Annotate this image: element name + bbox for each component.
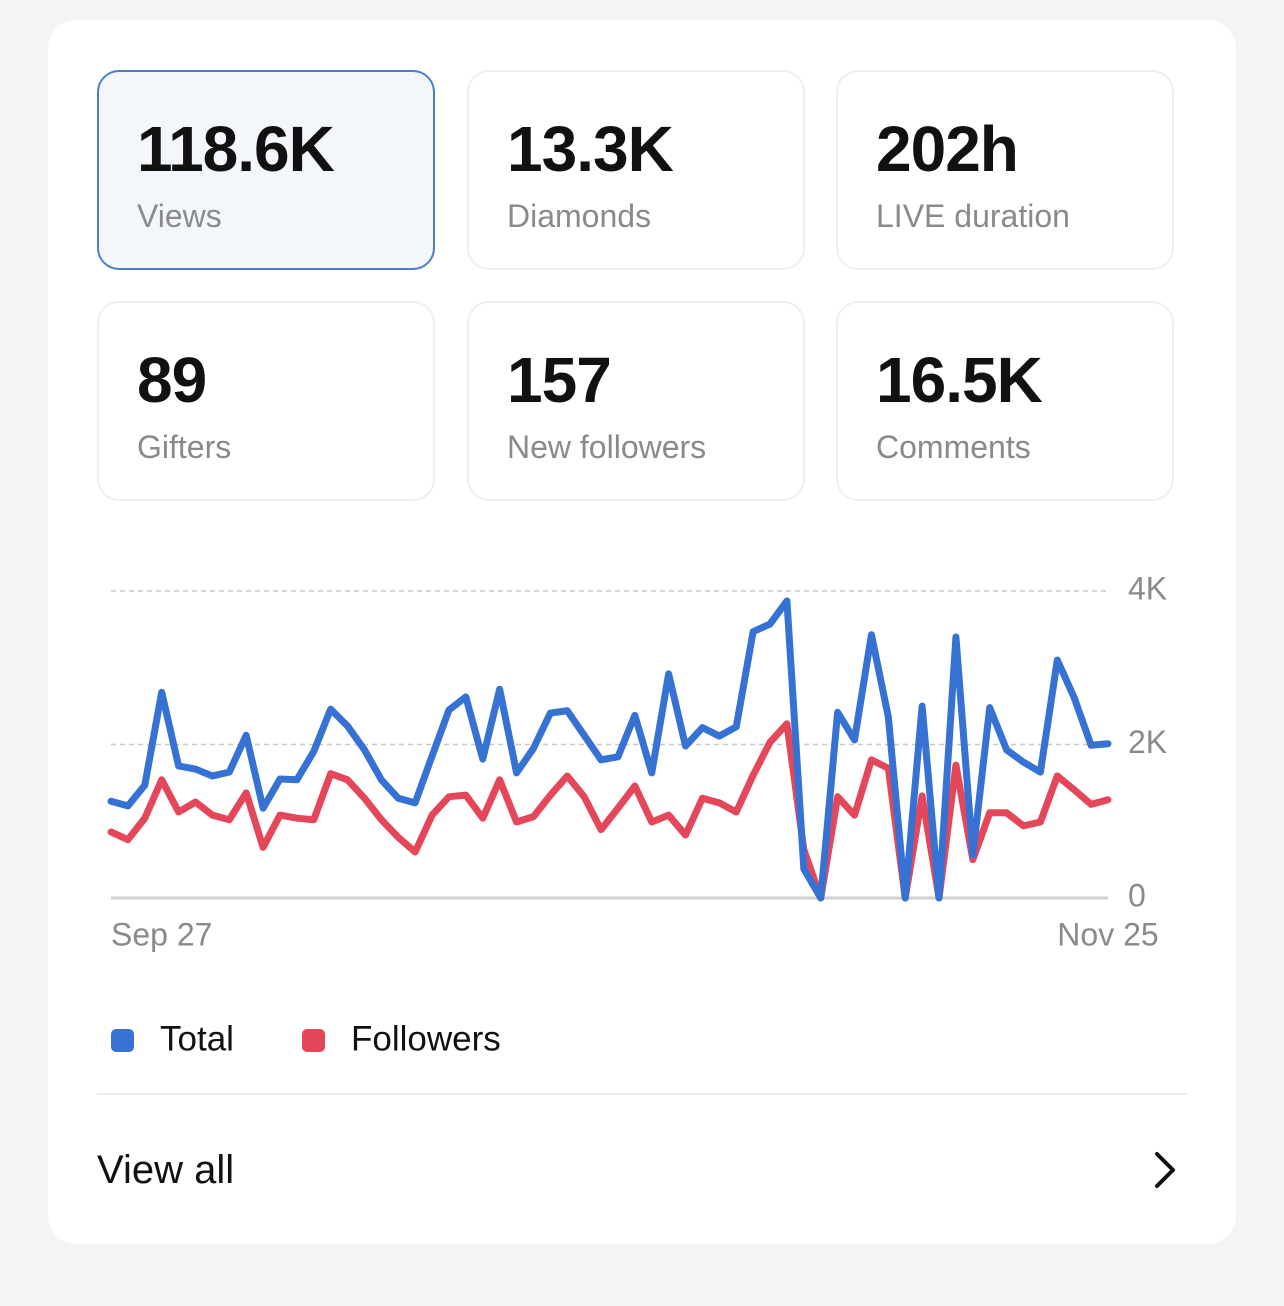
stat-label: Diamonds: [507, 198, 652, 234]
stat-label: New followers: [507, 429, 707, 465]
stat-value: 89: [137, 344, 207, 416]
stat-label: Comments: [876, 429, 1031, 465]
view-all-link[interactable]: View all: [97, 1148, 235, 1192]
stat-card[interactable]: 89 Gifters: [97, 301, 435, 501]
series-line: [107, 597, 1112, 902]
stat-value: 16.5K: [876, 344, 1043, 416]
y-tick-label: 4K: [1128, 570, 1167, 606]
stat-label: LIVE duration: [876, 198, 1070, 234]
stat-card[interactable]: 13.3K Diamonds: [467, 70, 805, 270]
stat-card[interactable]: 157 New followers: [467, 301, 805, 501]
stat-value: 157: [507, 344, 612, 416]
legend-swatch: [302, 1029, 325, 1052]
y-tick-label: 0: [1128, 877, 1146, 913]
series-line: [107, 720, 1112, 902]
legend-label: Followers: [351, 1019, 501, 1058]
stat-label: Views: [137, 198, 222, 234]
x-tick-label: Nov 25: [1057, 916, 1158, 952]
legend-swatch: [111, 1029, 134, 1052]
stat-value: 13.3K: [507, 113, 674, 185]
stat-value: 202h: [876, 113, 1019, 185]
stat-card[interactable]: 16.5K Comments: [836, 301, 1174, 501]
stat-card[interactable]: 202h LIVE duration: [836, 70, 1174, 270]
y-tick-label: 2K: [1128, 724, 1167, 760]
chevron-icon[interactable]: [1150, 1150, 1180, 1190]
divider: [97, 1093, 1187, 1095]
legend-label: Total: [160, 1019, 234, 1058]
stat-card[interactable]: 118.6K Views: [97, 70, 435, 270]
stat-value: 118.6K: [137, 113, 335, 185]
stat-label: Gifters: [137, 429, 232, 465]
x-tick-label: Sep 27: [111, 916, 212, 952]
